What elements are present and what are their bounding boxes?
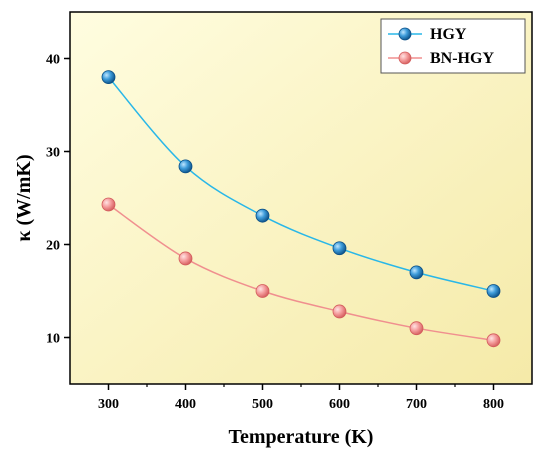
y-axis-ticks: 10 20 30 40	[46, 53, 70, 347]
legend-label-hgy: HGY	[430, 26, 467, 43]
data-point-hgy	[178, 159, 193, 174]
x-tick-label: 300	[98, 397, 119, 412]
x-tick-label: 500	[252, 397, 273, 412]
x-axis-ticks: 300 400 500 600 700 800	[98, 384, 504, 412]
x-tick-label: 600	[329, 397, 350, 412]
y-tick-label: 40	[46, 53, 60, 68]
y-tick-label: 30	[46, 146, 60, 161]
legend: HGY BN-HGY	[380, 18, 526, 74]
plot-area	[69, 11, 533, 385]
x-tick-label: 800	[483, 397, 504, 412]
y-tick-label: 10	[46, 332, 60, 347]
data-point-bn-hgy	[178, 251, 193, 266]
data-point-bn-hgy	[486, 333, 501, 348]
y-axis-label: κ (W/mK)	[13, 154, 35, 241]
data-point-hgy	[486, 284, 501, 298]
x-axis-label: Temperature (K)	[229, 426, 374, 448]
legend-label-bn-hgy: BN-HGY	[430, 50, 494, 67]
data-point-bn-hgy	[332, 304, 347, 319]
data-point-hgy	[255, 208, 270, 223]
x-tick-label: 400	[175, 397, 196, 412]
data-point-hgy	[332, 241, 347, 256]
data-point-bn-hgy	[409, 321, 424, 336]
data-point-bn-hgy	[255, 284, 270, 298]
y-tick-label: 20	[46, 239, 60, 254]
data-point-bn-hgy	[101, 197, 116, 212]
legend-marker-hgy	[398, 27, 412, 41]
series-layer	[101, 70, 501, 348]
legend-marker-bn-hgy	[398, 51, 412, 65]
x-tick-label: 700	[406, 397, 427, 412]
data-point-hgy	[101, 70, 116, 84]
data-point-hgy	[409, 265, 424, 280]
